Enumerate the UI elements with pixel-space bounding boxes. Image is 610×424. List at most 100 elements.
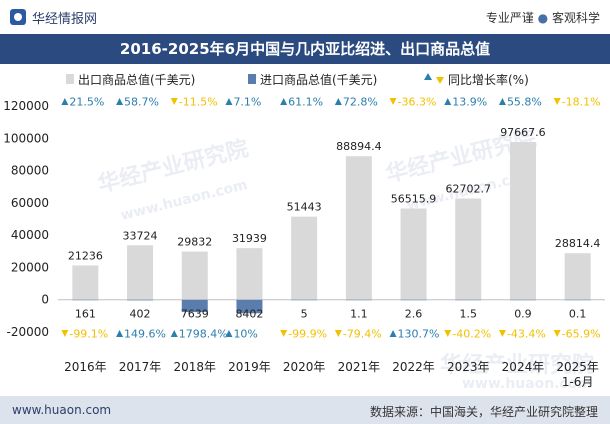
legend: 出口商品总值(千美元) 进口商品总值(千美元) 同比增长率(%) — [66, 72, 529, 87]
slogan-part-a: 专业严谨 — [485, 11, 534, 25]
site-name: 华经情报网 — [32, 12, 98, 27]
export-bar — [72, 265, 99, 300]
plot-area: 21236 161 21.5% -99.1% 2016年 33724 402 58.7% 149… — [58, 96, 605, 389]
import-bar — [236, 299, 263, 314]
export-growth-label: 72.8% — [343, 96, 378, 109]
import-growth-up-icon — [170, 330, 178, 337]
y-tick-label: 80000 — [11, 164, 49, 178]
import-value-label: 1.5 — [460, 308, 478, 321]
legend-import-label: 进口商品总值(千美元) — [260, 72, 377, 87]
logo-icon — [10, 9, 26, 25]
y-tick-label: 20000 — [11, 260, 49, 274]
x-tick-label: 2017年 — [119, 360, 162, 374]
export-bar — [509, 142, 536, 300]
legend-export-swatch — [66, 74, 74, 84]
import-growth-label: 149.6% — [124, 328, 166, 341]
export-value-label: 97667.6 — [500, 126, 546, 139]
import-growth-up-icon — [225, 330, 233, 337]
import-growth-label: -43.4% — [507, 328, 546, 341]
y-tick-label: 120000 — [3, 99, 49, 113]
import-growth-down-icon — [280, 330, 288, 337]
x-tick-label: 2024年 — [502, 360, 545, 374]
import-growth-down-icon — [553, 330, 561, 337]
import-growth-label: -99.1% — [69, 328, 108, 341]
import-growth-down-icon — [61, 330, 69, 337]
export-growth-label: -18.1% — [562, 96, 601, 109]
chart-title: 2016-2025年6月中国与几内亚比绍进、出口商品总值 — [119, 40, 491, 58]
export-growth-label: 58.7% — [124, 96, 159, 109]
import-value-label: 5 — [301, 308, 308, 321]
import-growth-down-icon — [334, 330, 342, 337]
import-growth-label: -79.4% — [343, 328, 382, 341]
watermark-url-3: www.huaon.com — [462, 376, 592, 392]
watermark-brand-3: 华经产业研究院 — [440, 352, 594, 378]
export-bar — [345, 156, 372, 300]
x-tick-label: 2025年 — [556, 360, 599, 374]
export-growth-label: 7.1% — [233, 96, 261, 109]
x-tick-label: 2021年 — [338, 360, 381, 374]
import-bar — [127, 299, 154, 301]
x-tick-label: 2020年 — [283, 360, 326, 374]
export-growth-up-icon — [444, 98, 452, 105]
export-growth-label: -11.5% — [179, 96, 218, 109]
export-bar — [400, 208, 427, 300]
export-growth-up-icon — [280, 98, 288, 105]
y-tick-label: 0 — [41, 293, 49, 307]
import-growth-down-icon — [444, 330, 452, 337]
y-tick-label: -20000 — [6, 325, 49, 339]
export-value-label: 51443 — [287, 201, 322, 214]
import-value-label: 402 — [130, 308, 151, 321]
top-bar: 华经情报网 专业严谨 ● 客观科学 — [0, 0, 610, 34]
slogan-part-b: 客观科学 — [551, 11, 600, 25]
import-bar — [291, 299, 318, 301]
legend-growth-down-icon — [436, 77, 444, 84]
import-bar — [564, 299, 591, 301]
export-value-label: 29832 — [177, 236, 212, 249]
y-tick-label: 60000 — [11, 196, 49, 210]
import-growth-label: -65.9% — [562, 328, 601, 341]
legend-growth-up-icon — [424, 73, 432, 80]
import-growth-label: 130.7% — [398, 328, 440, 341]
legend-growth-label: 同比增长率(%) — [448, 72, 529, 87]
export-bar — [564, 253, 591, 300]
import-growth-label: -99.9% — [288, 328, 327, 341]
import-bar — [181, 299, 208, 313]
x-tick-label: 2018年 — [173, 360, 216, 374]
export-growth-up-icon — [61, 98, 69, 105]
x-tick-label: 2019年 — [228, 360, 271, 374]
export-value-label: 21236 — [68, 249, 103, 262]
export-growth-down-icon — [389, 98, 397, 105]
export-bar — [127, 245, 154, 300]
import-bar — [400, 299, 427, 301]
import-value-label: 0.1 — [569, 308, 587, 321]
footer-source: 数据来源：中国海关，华经产业研究院整理 — [369, 405, 598, 419]
import-value-label: 2.6 — [405, 308, 423, 321]
import-value-label: 0.9 — [514, 308, 532, 321]
export-growth-label: 13.9% — [452, 96, 487, 109]
import-value-label: 1.1 — [350, 308, 368, 321]
export-bar — [236, 248, 263, 300]
x-tick-label: 1-6月 — [562, 375, 594, 389]
footer: www.huaon.com 数据来源：中国海关，华经产业研究院整理 — [0, 396, 610, 424]
import-bar — [72, 299, 99, 301]
import-growth-up-icon — [116, 330, 124, 337]
slogan-separator: ● — [537, 11, 549, 25]
x-tick-label: 2022年 — [392, 360, 435, 374]
export-growth-down-icon — [170, 98, 178, 105]
export-bar — [291, 216, 318, 300]
export-growth-up-icon — [225, 98, 233, 105]
export-value-label: 31939 — [232, 232, 267, 245]
x-tick-label: 2016年 — [64, 360, 107, 374]
export-bar — [455, 198, 482, 300]
import-bar — [509, 299, 536, 301]
legend-import-swatch — [248, 74, 256, 84]
import-value-label: 8402 — [235, 308, 263, 321]
legend-export-label: 出口商品总值(千美元) — [78, 72, 195, 87]
x-tick-label: 2023年 — [447, 360, 490, 374]
export-value-label: 56515.9 — [391, 192, 437, 205]
import-growth-down-icon — [498, 330, 506, 337]
import-bar — [455, 299, 482, 301]
import-growth-label: 1798.4% — [179, 328, 228, 341]
export-value-label: 33724 — [123, 229, 158, 242]
export-growth-up-icon — [116, 98, 124, 105]
